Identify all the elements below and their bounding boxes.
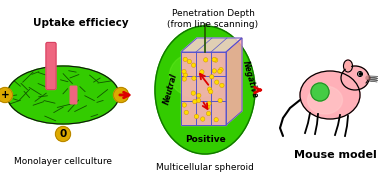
Ellipse shape [300,71,360,119]
Circle shape [209,90,213,94]
Circle shape [196,98,201,103]
Circle shape [184,110,189,115]
Circle shape [0,88,12,103]
Circle shape [182,77,187,81]
Circle shape [203,58,208,62]
Circle shape [219,67,223,72]
Circle shape [191,91,195,95]
Circle shape [194,114,199,119]
Ellipse shape [345,62,350,70]
Text: Monolayer cellculture: Monolayer cellculture [14,158,112,166]
Circle shape [214,58,218,62]
Circle shape [215,80,219,84]
Circle shape [191,63,196,67]
Ellipse shape [341,66,369,90]
Circle shape [197,93,201,98]
Ellipse shape [344,60,353,72]
Circle shape [358,72,363,76]
Circle shape [182,103,186,107]
Polygon shape [181,38,242,52]
FancyBboxPatch shape [46,43,56,89]
Circle shape [113,88,129,103]
Circle shape [212,57,216,62]
Text: Positive: Positive [184,135,225,144]
Ellipse shape [7,66,119,124]
Circle shape [209,75,214,79]
Circle shape [183,57,187,62]
Text: Penetration Depth
(from line scanning): Penetration Depth (from line scanning) [167,9,259,29]
Circle shape [200,117,205,121]
Ellipse shape [155,26,255,154]
Text: Multicellular spheroid: Multicellular spheroid [156,163,254,173]
FancyBboxPatch shape [70,86,77,104]
Circle shape [183,73,187,77]
Circle shape [220,83,224,88]
Circle shape [193,99,197,104]
Circle shape [218,98,222,103]
Text: –: – [118,90,124,100]
Circle shape [366,76,370,80]
Circle shape [214,117,218,122]
Text: Mouse model: Mouse model [294,150,376,160]
Ellipse shape [169,53,225,97]
Circle shape [187,60,192,64]
Ellipse shape [307,86,342,114]
Text: 0: 0 [59,129,67,139]
Circle shape [192,76,196,80]
Circle shape [311,83,329,101]
Text: Neutral: Neutral [163,72,180,105]
Circle shape [56,127,71,142]
Circle shape [359,73,362,75]
Circle shape [218,69,222,74]
Circle shape [200,70,204,74]
Circle shape [207,101,211,106]
Circle shape [206,111,211,116]
Circle shape [206,105,210,109]
Circle shape [182,69,186,74]
Text: Negative: Negative [241,60,259,99]
Text: +: + [1,90,9,100]
Circle shape [208,87,212,91]
Polygon shape [226,38,242,125]
Circle shape [212,69,217,73]
Text: Uptake efficiecy: Uptake efficiecy [33,18,129,28]
Polygon shape [181,52,226,125]
